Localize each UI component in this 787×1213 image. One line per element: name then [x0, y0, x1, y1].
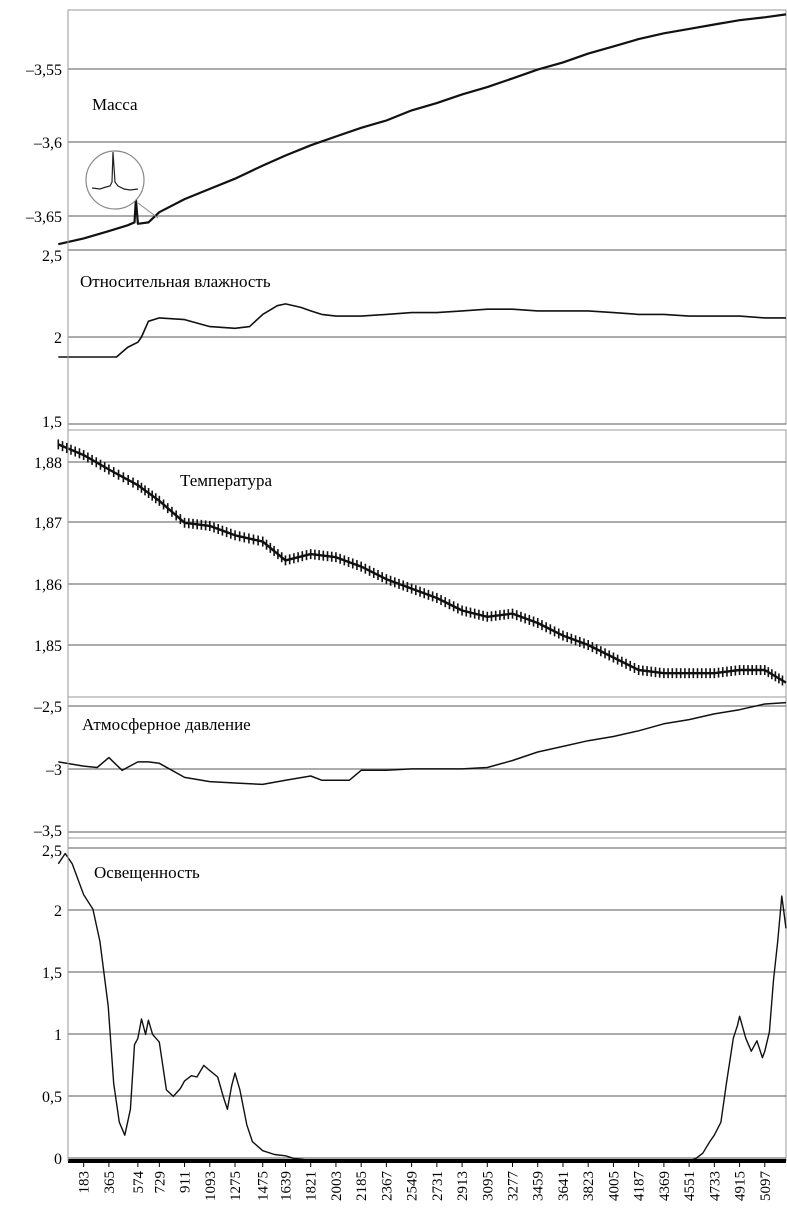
x-tick-label: 4551	[682, 1171, 698, 1201]
y-tick-label: 1,86	[34, 577, 62, 594]
panel-1: –3,55 –3,6 –3,65 Масса	[25, 9, 787, 251]
y-tick-label: 0,5	[42, 1089, 62, 1106]
x-tick-label: 4733	[707, 1171, 723, 1201]
x-tick-label: 4369	[657, 1171, 673, 1201]
x-tick-label: 2913	[455, 1171, 471, 1201]
x-tick-label: 3641	[556, 1171, 572, 1201]
panel-label: Температура	[180, 471, 272, 490]
y-tick-label: –3,6	[33, 135, 62, 152]
y-tick-label: –2,5	[33, 699, 62, 716]
series-line	[58, 13, 787, 246]
x-tick-label: 1639	[279, 1171, 295, 1201]
y-tick-label: –3	[45, 762, 62, 779]
x-tick-label: 2185	[354, 1171, 370, 1201]
spike-inset	[85, 150, 159, 219]
y-tick-label: 2,5	[42, 248, 62, 265]
inset-pointer	[137, 202, 159, 219]
x-tick-label: 1093	[203, 1171, 219, 1201]
x-tick-label: 1475	[256, 1171, 272, 1201]
x-tick-label: 3277	[506, 1171, 522, 1202]
series-line	[58, 701, 787, 786]
panel-3: 1,88 1,87 1,86 1,85 Температура	[34, 429, 787, 698]
y-tick-label: –3,55	[25, 62, 62, 79]
x-tick-label: 2367	[379, 1171, 395, 1202]
x-tick-label: 574	[131, 1171, 147, 1194]
panel-2: 2,5 2 1,5 Относительная влажность	[42, 248, 787, 431]
x-tick-label: 183	[77, 1171, 93, 1194]
series-line	[58, 303, 786, 358]
x-tick-label: 3095	[480, 1171, 496, 1201]
x-tick-label: 2003	[329, 1171, 345, 1201]
panel-frame	[67, 837, 787, 1162]
panel-label: Освещенность	[94, 863, 200, 882]
x-tick-label: 911	[178, 1171, 194, 1193]
y-tick-label: 1,85	[34, 638, 62, 655]
y-tick-label: –3,5	[33, 823, 62, 840]
y-tick-label: 1,5	[42, 414, 62, 431]
y-tick-label: 1,88	[34, 455, 62, 472]
x-tick-label: 3823	[581, 1171, 597, 1201]
x-tick-label: 4187	[632, 1171, 648, 1202]
x-tick-label: 4005	[606, 1171, 622, 1201]
x-tick-label: 2731	[430, 1171, 446, 1201]
x-tick-label: 5097	[758, 1171, 774, 1202]
panel-label: Относительная влажность	[80, 272, 271, 291]
y-tick-label: 2	[54, 903, 62, 920]
x-tick-label: 4915	[733, 1171, 749, 1201]
inset-spike-line	[91, 151, 139, 191]
series-line	[57, 443, 787, 684]
y-tick-label: 2	[54, 330, 62, 347]
panel-label: Атмосферное давление	[82, 715, 251, 734]
y-tick-label: 1,5	[42, 965, 62, 982]
y-tick-label: 1	[54, 1027, 62, 1044]
x-tick-label: 365	[102, 1171, 118, 1194]
series-line	[57, 852, 787, 1162]
x-tick-label: 729	[152, 1171, 168, 1194]
y-tick-label: 2,5	[42, 843, 62, 860]
panel-4: –2,5 –3 –3,5 Атмосферное давление	[33, 696, 787, 840]
panel-frame	[67, 9, 787, 251]
x-tick-label: 2549	[405, 1171, 421, 1201]
x-tick-label: 1275	[228, 1171, 244, 1201]
panel-5: 2,5 2 1,5 1 0,5 0 Освещенность 183 365 574 729 911 1…	[42, 837, 787, 1202]
x-tick-label: 3459	[531, 1171, 547, 1201]
y-tick-label: 0	[54, 1151, 62, 1168]
y-tick-label: 1,87	[34, 515, 62, 532]
panels-layer: –3,55 –3,6 –3,65 Масса 2,5 2 1,5 Относительная …	[25, 9, 787, 1202]
x-tick-label: 1821	[304, 1171, 320, 1201]
y-tick-label: –3,65	[25, 209, 62, 226]
panel-label: Масса	[92, 95, 138, 114]
panel-frame	[67, 429, 787, 698]
